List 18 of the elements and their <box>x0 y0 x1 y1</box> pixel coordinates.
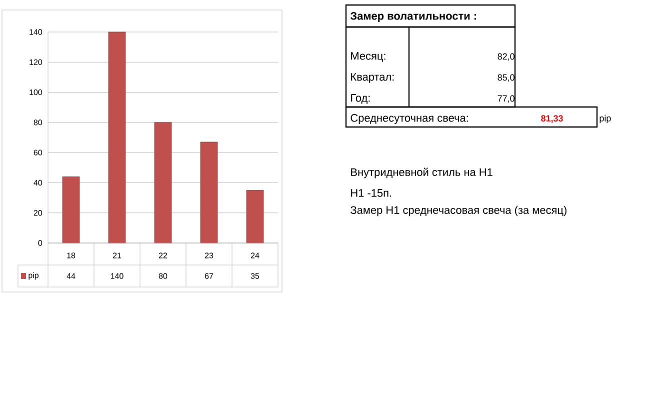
text: 85,0 <box>498 74 514 82</box>
text: Месяц: <box>351 52 386 62</box>
bar <box>154 122 172 244</box>
text: H1 -15п. <box>351 189 392 197</box>
bar <box>108 32 126 244</box>
text: Замер H1 среднечасовая свеча (за месяц) <box>350 206 566 216</box>
text: Внутридневной стиль на H1 <box>351 168 492 178</box>
text: 81,33 <box>541 115 563 123</box>
text: pip <box>600 114 611 124</box>
text: Среднесуточная свеча: <box>350 114 468 124</box>
text: 82,0 <box>498 53 514 61</box>
text: Замер волатильности : <box>350 12 476 22</box>
text: 77,0 <box>498 95 514 103</box>
text: Год: <box>351 94 370 104</box>
bar <box>200 142 218 244</box>
bar <box>62 176 80 244</box>
text: Квартал: <box>351 73 394 83</box>
bar <box>246 190 264 244</box>
